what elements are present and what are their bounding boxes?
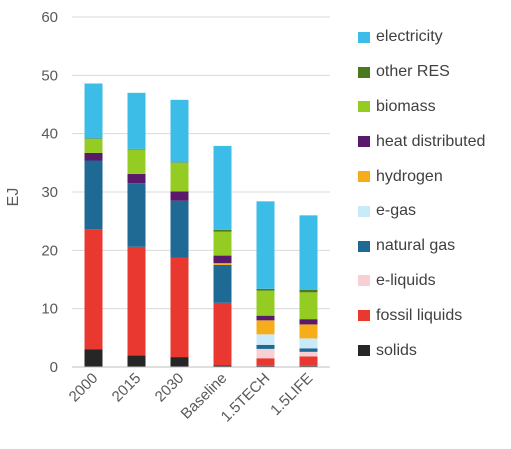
legend-label: hydrogen bbox=[376, 167, 443, 185]
legend-item: other RES bbox=[358, 55, 485, 90]
legend-swatch bbox=[358, 31, 370, 43]
y-tick-label: 20 bbox=[41, 242, 58, 259]
x-tick-label: 1.5LIFE bbox=[267, 370, 316, 419]
legend-label: natural gas bbox=[376, 237, 456, 255]
bar-segment bbox=[84, 152, 103, 161]
legend-item: biomass bbox=[358, 90, 485, 125]
legend-item: e-gas bbox=[358, 194, 485, 229]
legend-label: e-gas bbox=[376, 202, 417, 220]
bar-segment bbox=[84, 138, 103, 153]
bar-segment bbox=[170, 162, 189, 192]
bar-segment bbox=[170, 257, 189, 358]
bar-segment bbox=[84, 138, 103, 139]
bar-segment bbox=[127, 92, 146, 149]
bar-segment bbox=[213, 264, 232, 303]
legend-item: fossil liquids bbox=[358, 298, 485, 333]
bar-segment bbox=[127, 355, 146, 367]
bar-segment bbox=[84, 160, 103, 230]
bar-segment bbox=[299, 348, 318, 352]
y-tick-label: 60 bbox=[41, 9, 58, 26]
bar-segment bbox=[127, 148, 146, 150]
legend-swatch bbox=[358, 171, 370, 183]
legend-label: electricity bbox=[376, 28, 443, 46]
legend-swatch bbox=[358, 275, 370, 287]
bar-segment bbox=[299, 290, 318, 293]
legend-label: biomass bbox=[376, 97, 436, 115]
bar-segment bbox=[127, 173, 146, 184]
bar-segment bbox=[299, 292, 318, 320]
y-tick-label: 40 bbox=[41, 126, 58, 143]
legend-item: solids bbox=[358, 333, 485, 368]
y-tick-label: 10 bbox=[41, 301, 58, 318]
bar-segment bbox=[256, 288, 275, 291]
bar-segment bbox=[213, 365, 232, 367]
bar-segment bbox=[127, 149, 146, 174]
bar-segment bbox=[213, 231, 232, 256]
bar-segment bbox=[299, 351, 318, 357]
bar-segment bbox=[256, 320, 275, 335]
y-tick-label: 30 bbox=[41, 184, 58, 201]
bar-segment bbox=[299, 215, 318, 290]
legend-label: heat distributed bbox=[376, 132, 486, 150]
bar-segment bbox=[256, 358, 275, 366]
bar-segment bbox=[256, 348, 275, 359]
legend-swatch bbox=[358, 101, 370, 113]
bar-segment bbox=[256, 365, 275, 367]
bar-segment bbox=[84, 83, 103, 139]
legend-swatch bbox=[358, 205, 370, 217]
legend-item: e-liquids bbox=[358, 264, 485, 299]
bar-segment bbox=[256, 290, 275, 316]
bar-segment bbox=[256, 334, 275, 345]
bar-segment bbox=[213, 145, 232, 230]
gridlines bbox=[72, 16, 330, 310]
legend-swatch bbox=[358, 310, 370, 322]
bar-segment bbox=[213, 263, 232, 265]
bar-segment bbox=[299, 324, 318, 339]
legend-label: other RES bbox=[376, 63, 450, 81]
bar-segment bbox=[170, 191, 189, 201]
bar-segment bbox=[299, 356, 318, 366]
x-tick-label: 2000 bbox=[66, 370, 102, 406]
bars bbox=[84, 83, 318, 367]
bar-segment bbox=[299, 365, 318, 367]
x-tick-label: 2015 bbox=[109, 370, 145, 406]
bar-segment bbox=[213, 255, 232, 264]
legend-swatch bbox=[358, 136, 370, 148]
legend-label: e-liquids bbox=[376, 271, 436, 289]
legend-label: solids bbox=[376, 341, 417, 359]
legend-item: natural gas bbox=[358, 229, 485, 264]
x-tick-label: 2030 bbox=[152, 370, 188, 406]
bar-segment bbox=[170, 99, 189, 163]
bar-segment bbox=[299, 319, 318, 325]
y-tick-label: 0 bbox=[50, 359, 58, 376]
legend: electricity other RES biomass heat distribu… bbox=[358, 20, 485, 368]
bar-segment bbox=[299, 338, 318, 349]
bar-segment bbox=[213, 229, 232, 232]
legend-swatch bbox=[358, 66, 370, 78]
bar-segment bbox=[170, 162, 189, 163]
bar-segment bbox=[256, 315, 275, 321]
bar-segment bbox=[84, 229, 103, 350]
bar-segment bbox=[170, 357, 189, 367]
legend-label: fossil liquids bbox=[376, 306, 463, 324]
bar-segment bbox=[127, 246, 146, 356]
legend-swatch bbox=[358, 240, 370, 252]
y-tick-label: 50 bbox=[41, 67, 58, 84]
legend-item: heat distributed bbox=[358, 124, 485, 159]
legend-item: hydrogen bbox=[358, 159, 485, 194]
bar-segment bbox=[84, 349, 103, 367]
bar-segment bbox=[256, 344, 275, 349]
legend-swatch bbox=[358, 345, 370, 357]
bar-segment bbox=[127, 183, 146, 247]
bar-segment bbox=[170, 200, 189, 258]
y-axis-label: EJ bbox=[5, 188, 22, 207]
bar-segment bbox=[213, 302, 232, 366]
bar-segment bbox=[256, 201, 275, 289]
legend-item: electricity bbox=[358, 20, 485, 55]
